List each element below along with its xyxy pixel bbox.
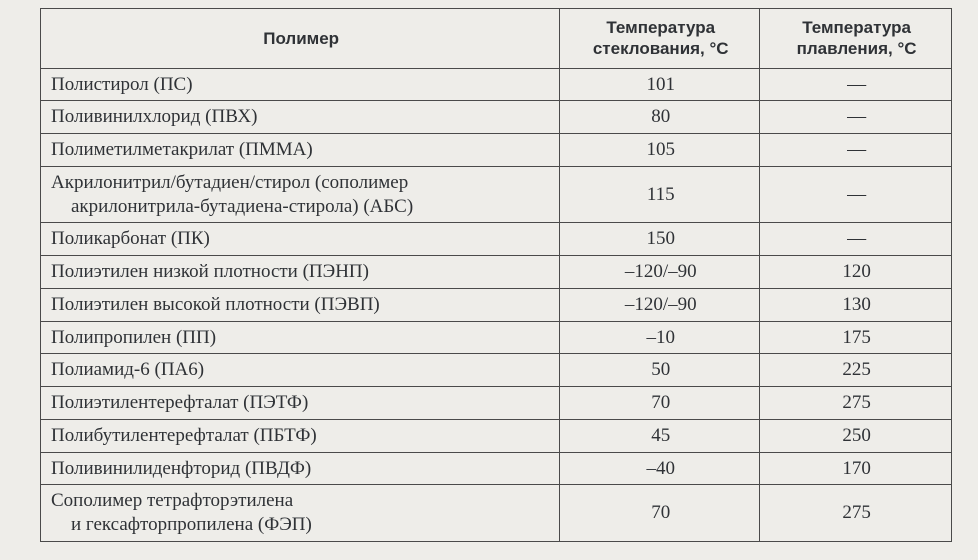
table-row: Полистирол (ПС) 101 — [41, 68, 952, 101]
melt-temp-cell: 175 [760, 321, 952, 354]
polymer-name-cell: Акрилонитрил/бутадиен/стирол (сополимер … [41, 166, 560, 223]
polymer-name-cell: Сополимер тетрафторэтилена и гексафторпр… [41, 485, 560, 542]
glass-temp-cell: 101 [560, 68, 760, 101]
glass-temp-cell: –120/–90 [560, 288, 760, 321]
glass-temp-cell: 80 [560, 101, 760, 134]
column-header-polymer: Полимер [41, 9, 560, 69]
polymer-name-cell: Полипропилен (ПП) [41, 321, 560, 354]
table-header-row: Полимер Температура стеклования, °С Темп… [41, 9, 952, 69]
polymer-name-cell: Полибутилентерефталат (ПБТФ) [41, 419, 560, 452]
melt-temp-cell: 275 [760, 485, 952, 542]
table-row: Акрилонитрил/бутадиен/стирол (сополимер … [41, 166, 952, 223]
glass-temp-cell: –10 [560, 321, 760, 354]
polymer-name-cell: Полистирол (ПС) [41, 68, 560, 101]
glass-temp-cell: 150 [560, 223, 760, 256]
polymer-name-cell: Полиэтилен высокой плотности (ПЭВП) [41, 288, 560, 321]
glass-temp-cell: 50 [560, 354, 760, 387]
table-row: Сополимер тетрафторэтилена и гексафторпр… [41, 485, 952, 542]
melt-temp-cell: — [760, 223, 952, 256]
table-row: Полиэтилен низкой плотности (ПЭНП) –120/… [41, 256, 952, 289]
table-row: Полиэтилентерефталат (ПЭТФ) 70 275 [41, 387, 952, 420]
table-row: Полиамид-6 (ПА6) 50 225 [41, 354, 952, 387]
polymer-name-cell: Поликарбонат (ПК) [41, 223, 560, 256]
polymer-name-cell: Поливинилхлорид (ПВХ) [41, 101, 560, 134]
polymer-name-cell: Полиметилметакрилат (ПММА) [41, 134, 560, 167]
melt-temp-cell: 120 [760, 256, 952, 289]
glass-temp-cell: 115 [560, 166, 760, 223]
table-row: Полипропилен (ПП) –10 175 [41, 321, 952, 354]
column-header-glass-temp: Температура стеклования, °С [560, 9, 760, 69]
polymer-name-cell: Поливинилиденфторид (ПВДФ) [41, 452, 560, 485]
glass-temp-cell: 70 [560, 387, 760, 420]
melt-temp-cell: 225 [760, 354, 952, 387]
melt-temp-cell: — [760, 68, 952, 101]
table-body: Полистирол (ПС) 101 — Поливинилхлорид (П… [41, 68, 952, 541]
melt-temp-cell: 170 [760, 452, 952, 485]
table-row: Полиэтилен высокой плотности (ПЭВП) –120… [41, 288, 952, 321]
table-row: Полиметилметакрилат (ПММА) 105 — [41, 134, 952, 167]
melt-temp-cell: 275 [760, 387, 952, 420]
glass-temp-cell: –40 [560, 452, 760, 485]
glass-temp-cell: –120/–90 [560, 256, 760, 289]
polymer-properties-table: Полимер Температура стеклования, °С Темп… [40, 8, 952, 542]
melt-temp-cell: — [760, 134, 952, 167]
page: Полимер Температура стеклования, °С Темп… [0, 0, 978, 550]
polymer-name-cell: Полиэтилентерефталат (ПЭТФ) [41, 387, 560, 420]
table-row: Поливинилиденфторид (ПВДФ) –40 170 [41, 452, 952, 485]
column-header-melting-temp: Температура плавления, °С [760, 9, 952, 69]
table-row: Поликарбонат (ПК) 150 — [41, 223, 952, 256]
glass-temp-cell: 45 [560, 419, 760, 452]
table-row: Поливинилхлорид (ПВХ) 80 — [41, 101, 952, 134]
glass-temp-cell: 70 [560, 485, 760, 542]
polymer-name-cell: Полиэтилен низкой плотности (ПЭНП) [41, 256, 560, 289]
glass-temp-cell: 105 [560, 134, 760, 167]
melt-temp-cell: 250 [760, 419, 952, 452]
melt-temp-cell: 130 [760, 288, 952, 321]
melt-temp-cell: — [760, 166, 952, 223]
table-row: Полибутилентерефталат (ПБТФ) 45 250 [41, 419, 952, 452]
melt-temp-cell: — [760, 101, 952, 134]
polymer-name-cell: Полиамид-6 (ПА6) [41, 354, 560, 387]
